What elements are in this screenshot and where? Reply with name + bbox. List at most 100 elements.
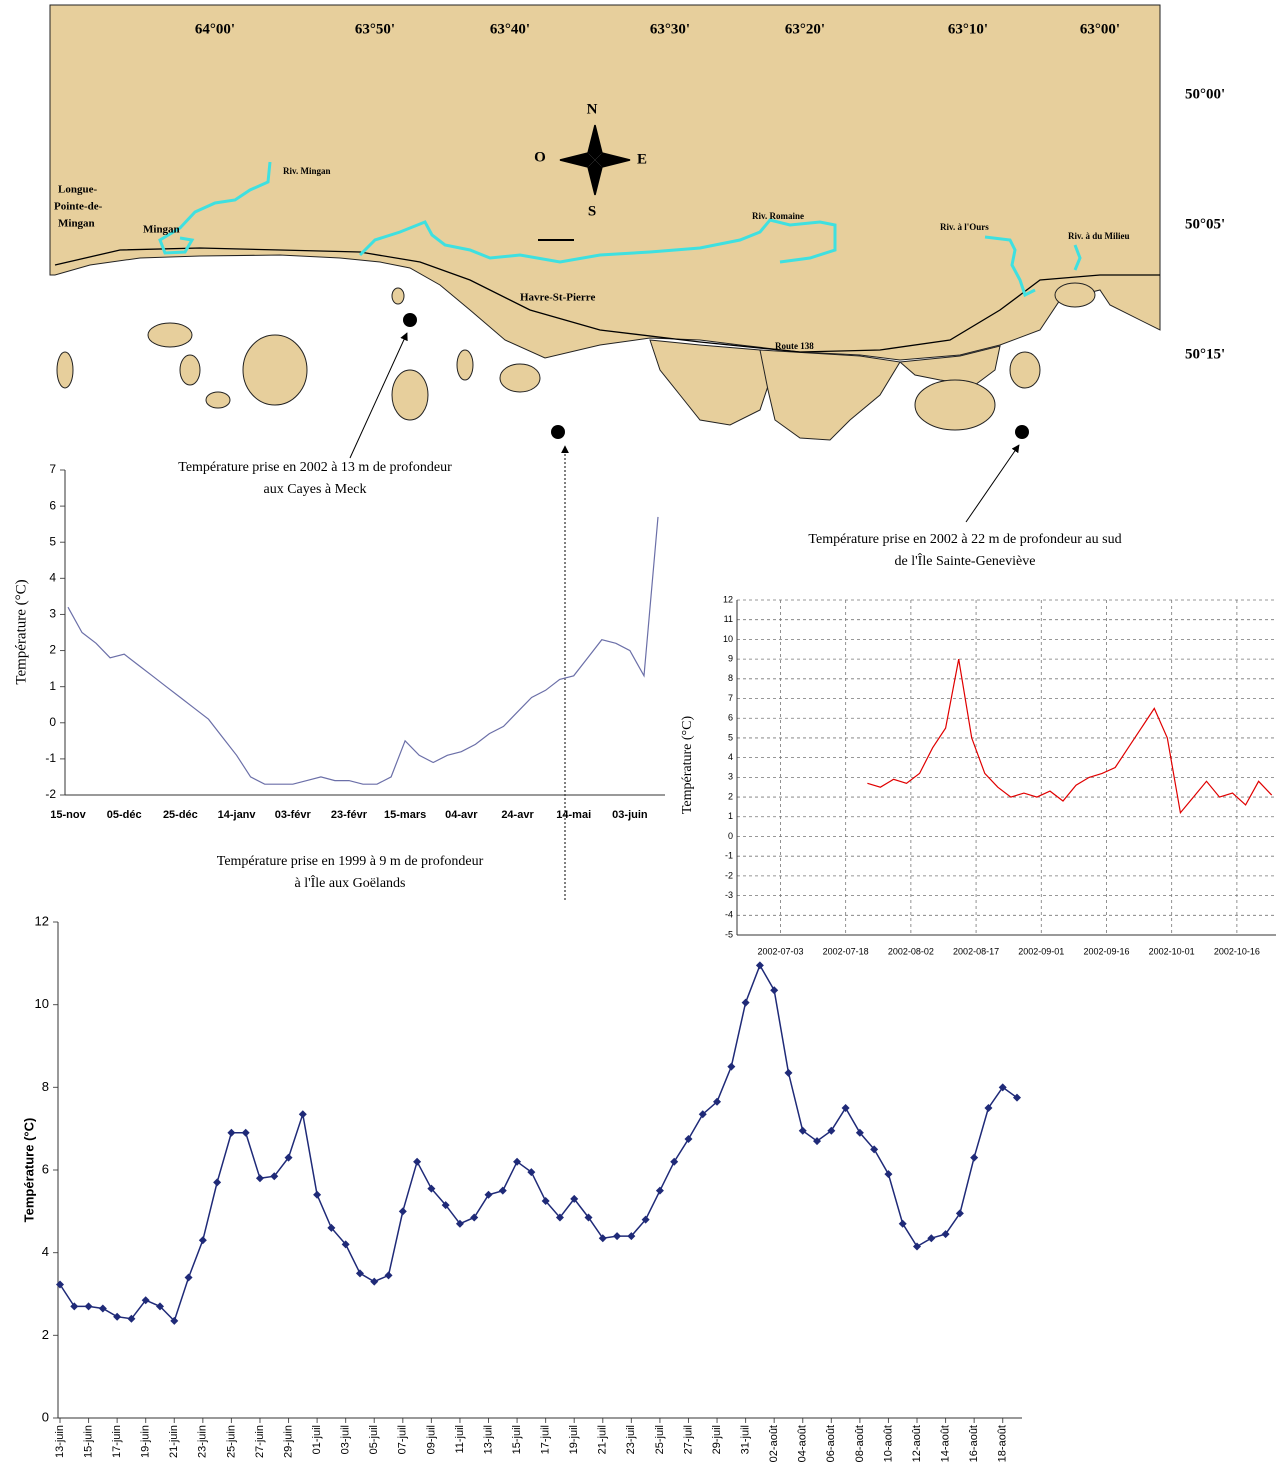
data-point (756, 961, 764, 969)
data-point (356, 1269, 364, 1277)
data-point (770, 986, 778, 994)
y-tick-label: -4 (725, 910, 733, 920)
y-tick-label: 0 (728, 831, 733, 841)
y-tick-label: 8 (728, 673, 733, 683)
y-tick-label: 3 (49, 607, 56, 621)
data-point (213, 1178, 221, 1186)
station (1015, 425, 1029, 439)
data-point (842, 1104, 850, 1112)
longitude-label: 63°00' (1080, 21, 1120, 37)
data-point (385, 1271, 393, 1279)
arrow (966, 445, 1019, 522)
y-tick-label: -2 (725, 870, 733, 880)
figure: N S E O 64°00' 63°50' 63°40' 63°30' 63°2… (0, 0, 1276, 1482)
x-tick-label: 2002-07-03 (757, 946, 803, 956)
data-point (56, 1280, 64, 1288)
x-tick-label: 06-août (825, 1425, 837, 1462)
longitude-label: 63°40' (490, 21, 530, 37)
x-tick-label: 14-janv (218, 809, 257, 821)
place-label: Mingan (58, 218, 95, 230)
y-tick-label: 7 (49, 462, 56, 476)
island (206, 392, 230, 408)
y-tick-label: 6 (728, 713, 733, 723)
latitude-label: 50°05' (1185, 216, 1225, 232)
y-tick-label: -1 (725, 851, 733, 861)
data-point (185, 1273, 193, 1281)
x-tick-label: 17-juil (540, 1425, 552, 1454)
x-tick-label: 2002-10-01 (1149, 946, 1195, 956)
x-tick-label: 23-févr (331, 809, 368, 821)
data-point (784, 1069, 792, 1077)
place-label: Riv. Romaine (752, 211, 804, 221)
data-point (899, 1220, 907, 1228)
data-point (742, 999, 750, 1007)
longitude-label: 63°50' (355, 21, 395, 37)
island (57, 352, 73, 388)
data-line (60, 965, 1017, 1321)
y-tick-label: 10 (723, 634, 733, 644)
chart: -5-4-3-2-101234567891011122002-07-032002… (680, 594, 1276, 956)
data-point (499, 1187, 507, 1195)
x-tick-label: 25-juin (225, 1425, 237, 1458)
x-tick-label: 03-juil (340, 1425, 352, 1454)
compass-label: S (588, 203, 596, 219)
data-point (413, 1158, 421, 1166)
data-point (299, 1110, 307, 1118)
x-tick-label: 27-juil (682, 1425, 694, 1454)
x-tick-label: 14-août (939, 1425, 951, 1462)
x-tick-label: 21-juin (168, 1425, 180, 1458)
x-tick-label: 15-nov (50, 809, 86, 821)
x-tick-label: 15-juil (511, 1425, 523, 1454)
island (500, 364, 540, 392)
data-point (199, 1236, 207, 1244)
y-tick-label: 0 (42, 1409, 49, 1424)
chart: 02468101213-juin15-juin17-juin19-juin21-… (21, 913, 1022, 1462)
plot-background (737, 600, 1276, 935)
x-tick-label: 24-avr (501, 809, 534, 821)
longitude-label: 63°20' (785, 21, 825, 37)
compass-label: N (587, 101, 598, 117)
y-tick-label: 6 (42, 1161, 49, 1176)
data-point (256, 1174, 264, 1182)
place-label: Mingan (143, 224, 180, 236)
x-tick-label: 2002-09-01 (1018, 946, 1064, 956)
x-tick-label: 19-juin (140, 1425, 152, 1458)
place-label: Riv. à l'Ours (940, 222, 989, 232)
data-point (927, 1234, 935, 1242)
data-point (913, 1242, 921, 1250)
y-tick-label: 2 (49, 643, 56, 657)
data-point (70, 1302, 78, 1310)
data-point (727, 1063, 735, 1071)
place-label: Riv. Mingan (283, 166, 331, 176)
x-tick-label: 10-août (882, 1425, 894, 1462)
y-tick-label: 7 (728, 693, 733, 703)
x-tick-label: 2002-08-17 (953, 946, 999, 956)
island (243, 335, 307, 405)
latitude-label: 50°15' (1185, 346, 1225, 362)
x-tick-label: 27-juin (254, 1425, 266, 1458)
data-point (99, 1304, 107, 1312)
x-tick-label: 07-juil (397, 1425, 409, 1454)
data-point (884, 1170, 892, 1178)
x-tick-label: 25-déc (163, 809, 198, 821)
x-tick-label: 25-juil (654, 1425, 666, 1454)
y-axis-label: Température (°C) (680, 716, 695, 815)
x-tick-label: 11-juil (454, 1425, 466, 1454)
page: N S E O 64°00' 63°50' 63°40' 63°30' 63°2… (0, 0, 1276, 1482)
data-point (970, 1154, 978, 1162)
x-tick-label: 2002-07-18 (823, 946, 869, 956)
island (180, 355, 200, 385)
x-tick-label: 03-juin (612, 809, 648, 821)
x-tick-label: 31-juil (740, 1425, 752, 1454)
y-tick-label: 12 (723, 594, 733, 604)
x-tick-label: 05-juil (368, 1425, 380, 1454)
data-point (485, 1191, 493, 1199)
place-label: Riv. à du Milieu (1068, 231, 1130, 241)
x-tick-label: 19-juil (568, 1425, 580, 1454)
longitude-label: 64°00' (195, 21, 235, 37)
y-tick-label: -3 (725, 890, 733, 900)
data-point (470, 1214, 478, 1222)
x-tick-label: 02-août (768, 1425, 780, 1462)
longitude-label: 63°30' (650, 21, 690, 37)
